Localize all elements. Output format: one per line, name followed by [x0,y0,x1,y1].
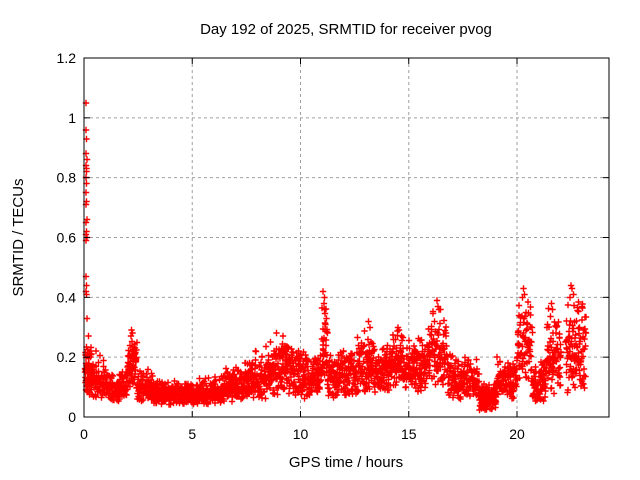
y-axis-label: SRMTID / TECUs [10,178,27,296]
tick-marks [83,57,609,418]
chart-title: Day 192 of 2025, SRMTID for receiver pvo… [200,21,492,38]
x-axis-label: GPS time / hours [289,454,403,471]
x-tick-label: 20 [509,426,525,442]
y-tick-label: 1.2 [57,50,77,66]
y-tick-label: 0.6 [57,230,77,246]
x-tick-label: 10 [293,426,309,442]
data-points-layer [81,99,590,414]
x-tick-label: 5 [188,426,196,442]
x-tick-label: 15 [401,426,417,442]
y-tick-label: 0.8 [57,170,77,186]
tick-labels: 0 5 10 15 20 0 0.2 0.4 0.6 0.8 1 1.2 [57,50,525,442]
y-tick-label: 0.2 [57,349,77,365]
y-tick-label: 1 [68,110,76,126]
x-tick-label: 0 [80,426,88,442]
y-tick-label: 0.4 [57,289,77,305]
scatter-series-srmtid [81,99,590,414]
y-tick-label: 0 [68,409,76,425]
